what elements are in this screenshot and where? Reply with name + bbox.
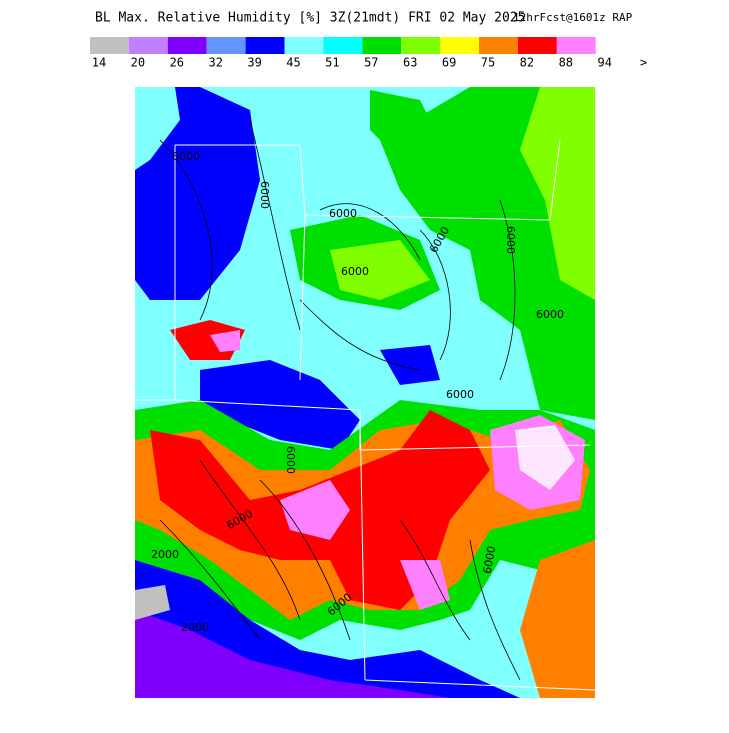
color-swatch [167,37,207,54]
color-swatch [440,37,479,54]
colorbar-label: 69 [442,56,456,70]
colorbar-label: 32 [208,56,222,70]
colorbar-label: 63 [403,56,417,70]
contour-label: 6000 [536,308,564,321]
color-swatch [556,37,596,54]
colorbar-label: 51 [325,56,339,70]
color-swatch [128,37,168,54]
contour-label: 2000 [181,621,209,634]
title: BL Max. Relative Humidity [%] 3Z(21mdt) … [95,11,525,26]
color-swatch [401,37,441,54]
contour-label: 6000 [341,265,369,278]
colorbar-label: 39 [247,56,261,70]
contour-label: 6000 [504,226,517,254]
subtitle: 12hrFcst@1601z RAP [513,11,633,24]
color-swatch [284,37,324,54]
color-swatch [479,37,518,54]
colorbar: 14 20 26 32 39 45 51 57 63 69 75 82 88 94 > [90,37,647,70]
colorbar-label: 75 [481,56,495,70]
contour-label: 6000 [446,388,474,401]
colorbar-label: 57 [364,56,378,70]
colorbar-label: 88 [559,56,573,70]
colorbar-label: 94 [597,56,611,70]
color-swatch [323,37,363,54]
color-swatch [206,37,246,54]
contour-label: 6000 [172,150,200,163]
colorbar-label: 26 [170,56,184,70]
color-swatch [362,37,402,54]
color-swatch [90,37,129,54]
colorbar-label: 14 [92,56,106,70]
contour-label: 6000 [329,207,357,220]
colorbar-label: 20 [131,56,145,70]
color-swatch [245,37,285,54]
colorbar-label: 45 [286,56,300,70]
colorbar-label: 82 [520,56,534,70]
contour-label: 6000 [284,446,297,474]
colorbar-label: > [640,56,647,70]
contour-label: 6000 [481,545,499,575]
humidity-field [135,87,595,698]
contour-label: 2000 [151,548,179,561]
color-swatch [517,37,557,54]
contour-label: 6000 [258,181,271,209]
